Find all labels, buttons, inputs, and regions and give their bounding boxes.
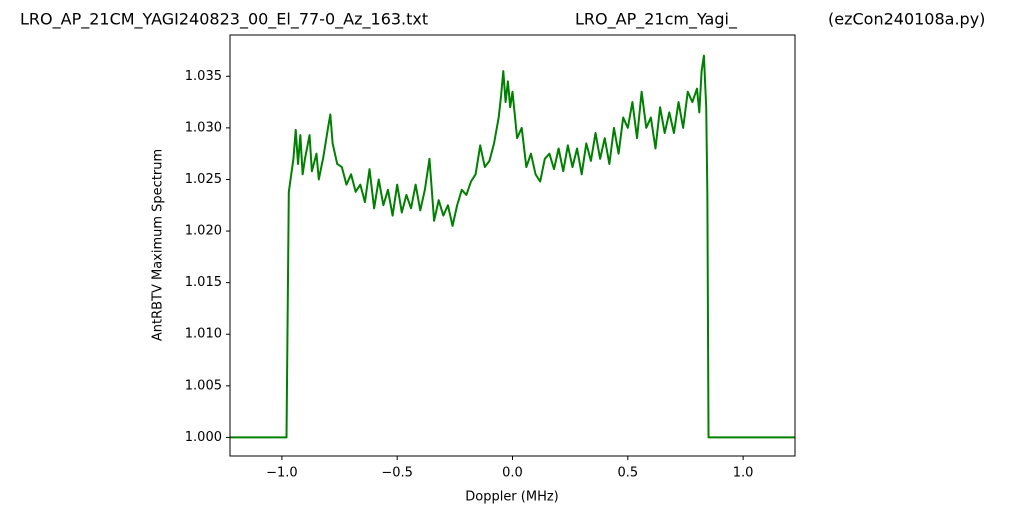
y-tick-label: 1.035	[185, 69, 222, 84]
x-tick-label: 1.0	[733, 466, 754, 481]
chart-title: LRO_AP_21CM_YAGI240823_00_El_77-0_Az_163…	[20, 10, 428, 30]
chart-title: (ezCon240108a.py)	[828, 10, 985, 29]
x-tick-label: −0.5	[381, 466, 413, 481]
y-tick-label: 1.025	[185, 172, 222, 187]
y-axis-label: AntRBTV Maximum Spectrum	[151, 149, 166, 341]
y-tick-label: 1.005	[185, 378, 222, 393]
x-tick-label: 0.0	[502, 466, 523, 481]
y-tick-label: 1.020	[185, 224, 222, 239]
x-tick-label: 0.5	[617, 466, 638, 481]
line	[230, 54, 795, 439]
x-tick-label: −1.0	[266, 466, 298, 481]
y-tick-label: 1.010	[185, 327, 222, 342]
y-tick-label: 1.000	[185, 430, 222, 445]
plot-frame	[229, 34, 796, 457]
x-axis-label: Doppler (MHz)	[465, 490, 559, 505]
y-tick-label: 1.015	[185, 275, 222, 290]
y-tick-label: 1.030	[185, 120, 222, 135]
chart-title: LRO_AP_21cm_Yagi_	[575, 10, 738, 30]
